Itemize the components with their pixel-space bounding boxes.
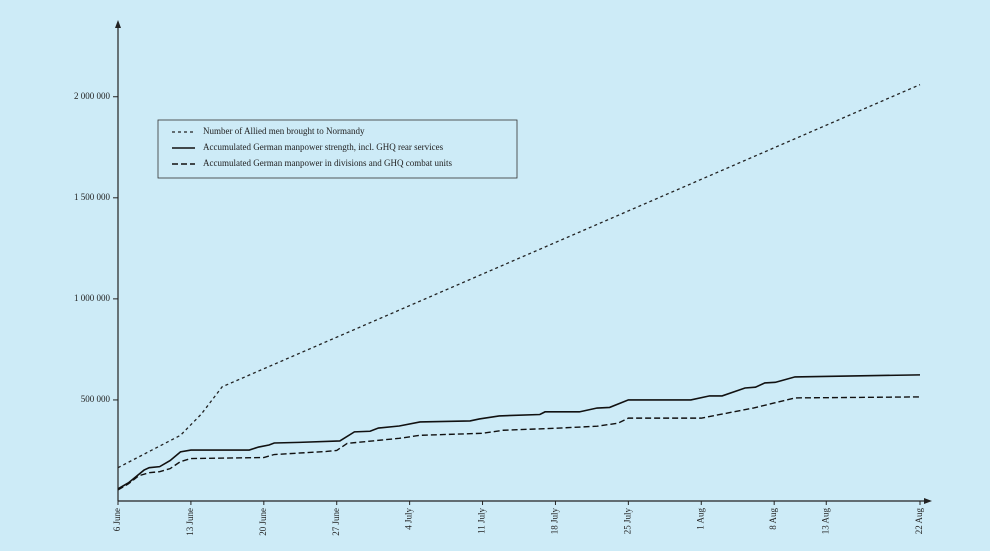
line-series xyxy=(117,396,921,491)
x-tick-label: 22 Aug xyxy=(914,508,924,535)
legend-label: Accumulated German manpower in divisions… xyxy=(203,158,452,168)
x-tick-label: 13 June xyxy=(185,508,195,536)
x-tick-label: 20 June xyxy=(258,508,268,536)
x-axis-arrow xyxy=(924,498,932,504)
x-tick-label: 8 Aug xyxy=(768,508,778,530)
x-tick-label: 13 Aug xyxy=(820,508,830,535)
legend-label: Accumulated German manpower strength, in… xyxy=(203,142,444,152)
y-tick-label: 2 000 000 xyxy=(74,91,111,101)
y-axis-arrow xyxy=(115,20,121,28)
x-tick-label: 18 July xyxy=(550,508,560,535)
x-tick-label: 27 June xyxy=(331,508,341,536)
x-tick-label: 4 July xyxy=(404,508,414,530)
x-tick-label: 6 June xyxy=(112,508,122,531)
y-tick-label: 1 500 000 xyxy=(74,192,111,202)
x-tick-label: 1 Aug xyxy=(695,508,705,530)
x-tick-label: 25 July xyxy=(622,508,632,535)
line-series xyxy=(117,374,921,490)
x-tick-label: 11 July xyxy=(477,508,487,534)
y-tick-label: 500 000 xyxy=(81,394,111,404)
legend-box xyxy=(157,119,518,179)
legend-label: Number of Allied men brought to Normandy xyxy=(203,126,365,136)
y-tick-label: 1 000 000 xyxy=(74,293,111,303)
